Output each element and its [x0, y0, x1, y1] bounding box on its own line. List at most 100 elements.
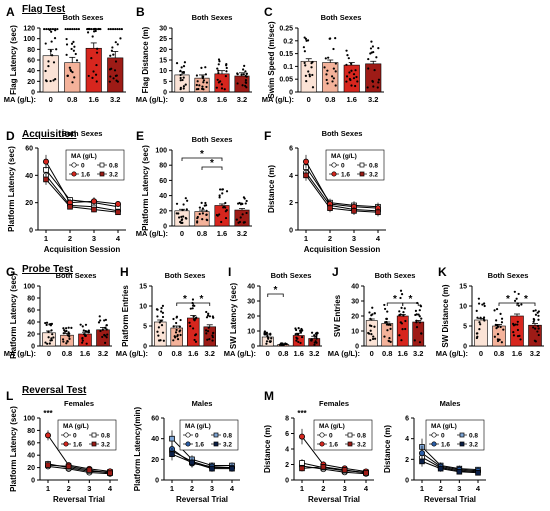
- series-line: [421, 456, 479, 473]
- data-point: [478, 321, 481, 324]
- data-point: [371, 306, 374, 309]
- y-axis-label: Platform Latency (sec): [9, 406, 18, 492]
- data-point: [220, 220, 223, 224]
- data-point: [236, 82, 239, 85]
- data-point: [483, 302, 486, 305]
- series-marker: [437, 465, 444, 472]
- data-point: [305, 80, 308, 83]
- data-point: [376, 86, 379, 89]
- data-point: [373, 337, 377, 340]
- legend-label: 0: [73, 433, 77, 440]
- series-marker: [418, 450, 425, 457]
- data-point: [203, 204, 206, 207]
- y-tick-label: 20: [27, 332, 35, 339]
- series-line: [45, 169, 119, 208]
- sig-label: *: [200, 149, 204, 160]
- y-tick-label: 15: [459, 284, 467, 291]
- data-point: [345, 63, 348, 66]
- x-tick-label: 4: [476, 484, 481, 493]
- data-point: [50, 30, 53, 33]
- data-point: [244, 81, 248, 85]
- data-point: [415, 313, 418, 316]
- data-point: [304, 74, 307, 77]
- data-point: [224, 206, 227, 209]
- data-point: [415, 321, 418, 324]
- data-point: [79, 323, 82, 326]
- sig-label: *: [274, 285, 278, 296]
- chart-panel-I: I Both Sexes 0 10 20 30 40 SW Latency (sec) 0 0.8…: [224, 265, 322, 358]
- data-point: [330, 75, 334, 78]
- data-point: [191, 298, 195, 301]
- legend-marker: [459, 441, 465, 447]
- x-tick-label: 0: [180, 95, 184, 104]
- y-tick-label: 80: [27, 428, 35, 435]
- data-point: [211, 339, 214, 342]
- legend-label: 0.8: [109, 163, 118, 170]
- data-point: [49, 339, 52, 342]
- data-point: [224, 201, 227, 205]
- ma-label: MA (g/L):: [116, 349, 148, 358]
- chart-title: Both Sexes: [375, 271, 416, 280]
- y-tick-label: 80: [27, 296, 35, 303]
- data-point: [345, 75, 349, 78]
- legend-label: 0: [341, 163, 345, 170]
- data-point: [217, 58, 221, 61]
- data-point: [189, 324, 192, 328]
- y-tick-label: 40: [151, 436, 159, 443]
- data-point: [207, 312, 210, 315]
- data-point: [372, 335, 375, 338]
- data-point: [495, 307, 499, 311]
- y-tick-label: 100: [23, 416, 35, 423]
- data-point: [373, 68, 376, 72]
- data-point: [191, 307, 194, 310]
- y-tick-label: 20: [151, 457, 159, 464]
- data-point: [268, 340, 271, 343]
- data-point: [179, 79, 182, 82]
- data-point: [354, 69, 357, 72]
- sig-label: *: [409, 294, 413, 305]
- y-tick-label: 30: [159, 26, 167, 33]
- data-point: [356, 80, 359, 83]
- y-tick-label: 4: [405, 436, 409, 443]
- data-point: [533, 318, 536, 321]
- data-point: [71, 81, 74, 84]
- data-point: [44, 69, 47, 73]
- data-point: [54, 27, 57, 31]
- data-point: [114, 60, 118, 63]
- data-point: [113, 69, 117, 72]
- data-point: [112, 77, 115, 80]
- data-point: [499, 312, 502, 315]
- data-point: [315, 341, 318, 344]
- x-tick-label: 3.2: [205, 349, 215, 358]
- series-marker: [91, 206, 97, 213]
- y-tick-label: 0.2: [283, 38, 293, 45]
- data-point: [65, 43, 69, 46]
- data-point: [95, 63, 98, 67]
- data-point: [221, 188, 224, 191]
- data-point: [400, 293, 404, 296]
- sig-bracket: [192, 302, 211, 306]
- chart-title: Females: [64, 399, 94, 408]
- data-point: [114, 41, 117, 44]
- panel-letter: E: [136, 129, 144, 143]
- data-point: [400, 306, 403, 309]
- data-point: [493, 335, 496, 338]
- data-point: [95, 51, 99, 54]
- x-tick-label: 2: [190, 484, 194, 493]
- legend-marker: [331, 171, 337, 177]
- y-tick-label: 0.15: [279, 51, 293, 58]
- legend-title: MA (g/L): [331, 153, 357, 160]
- data-point: [297, 340, 300, 344]
- ma-label: MA (g/L):: [262, 95, 294, 104]
- data-point: [116, 27, 119, 31]
- data-point: [303, 50, 306, 53]
- data-point: [244, 70, 247, 73]
- y-tick-label: 4: [285, 447, 289, 454]
- x-tick-label: 2: [321, 484, 325, 493]
- data-point: [179, 318, 182, 322]
- series-marker: [302, 158, 309, 165]
- legend-title: MA (g/L): [185, 423, 211, 430]
- data-point: [225, 70, 228, 73]
- x-tick-label: 1: [300, 484, 304, 493]
